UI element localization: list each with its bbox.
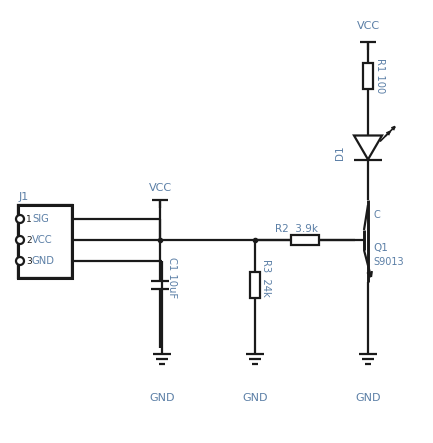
Bar: [291, 235, 319, 245]
Text: C1 10uF: C1 10uF: [167, 257, 177, 299]
Text: J1: J1: [19, 192, 29, 202]
Text: 1: 1: [26, 214, 32, 224]
Bar: [18, 205, 72, 278]
Text: VCC: VCC: [32, 235, 53, 245]
Text: 3: 3: [26, 256, 32, 265]
Text: GND: GND: [32, 256, 55, 266]
Text: GND: GND: [149, 393, 175, 403]
Circle shape: [16, 257, 24, 265]
Bar: [250, 272, 260, 298]
Circle shape: [16, 215, 24, 223]
Text: VCC: VCC: [356, 21, 380, 31]
Text: S9013: S9013: [373, 257, 404, 267]
Text: R3  24k: R3 24k: [261, 259, 271, 297]
Text: SIG: SIG: [32, 214, 49, 224]
Text: GND: GND: [242, 393, 268, 403]
Text: VCC: VCC: [149, 183, 171, 193]
Polygon shape: [354, 136, 382, 159]
Bar: [363, 63, 373, 89]
Text: Q1: Q1: [373, 243, 388, 253]
Text: 2: 2: [26, 236, 32, 245]
Text: C: C: [373, 210, 380, 220]
Text: R2  3.9k: R2 3.9k: [275, 224, 318, 234]
Text: R1 100: R1 100: [375, 58, 385, 93]
Text: GND: GND: [355, 393, 381, 403]
Circle shape: [16, 236, 24, 244]
Bar: [18, 205, 72, 278]
Text: D1: D1: [335, 145, 345, 160]
